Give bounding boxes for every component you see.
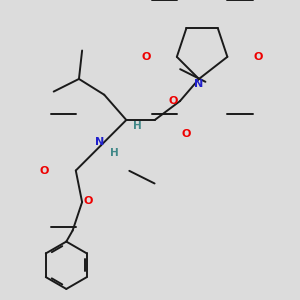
Text: N: N <box>194 79 204 89</box>
Text: O: O <box>141 52 151 62</box>
Text: O: O <box>254 52 263 62</box>
Text: O: O <box>84 196 93 206</box>
Text: H: H <box>110 148 119 158</box>
Text: O: O <box>40 166 49 176</box>
Text: H: H <box>133 121 142 131</box>
Text: N: N <box>95 137 104 147</box>
Text: O: O <box>169 96 178 106</box>
Text: O: O <box>182 129 191 139</box>
